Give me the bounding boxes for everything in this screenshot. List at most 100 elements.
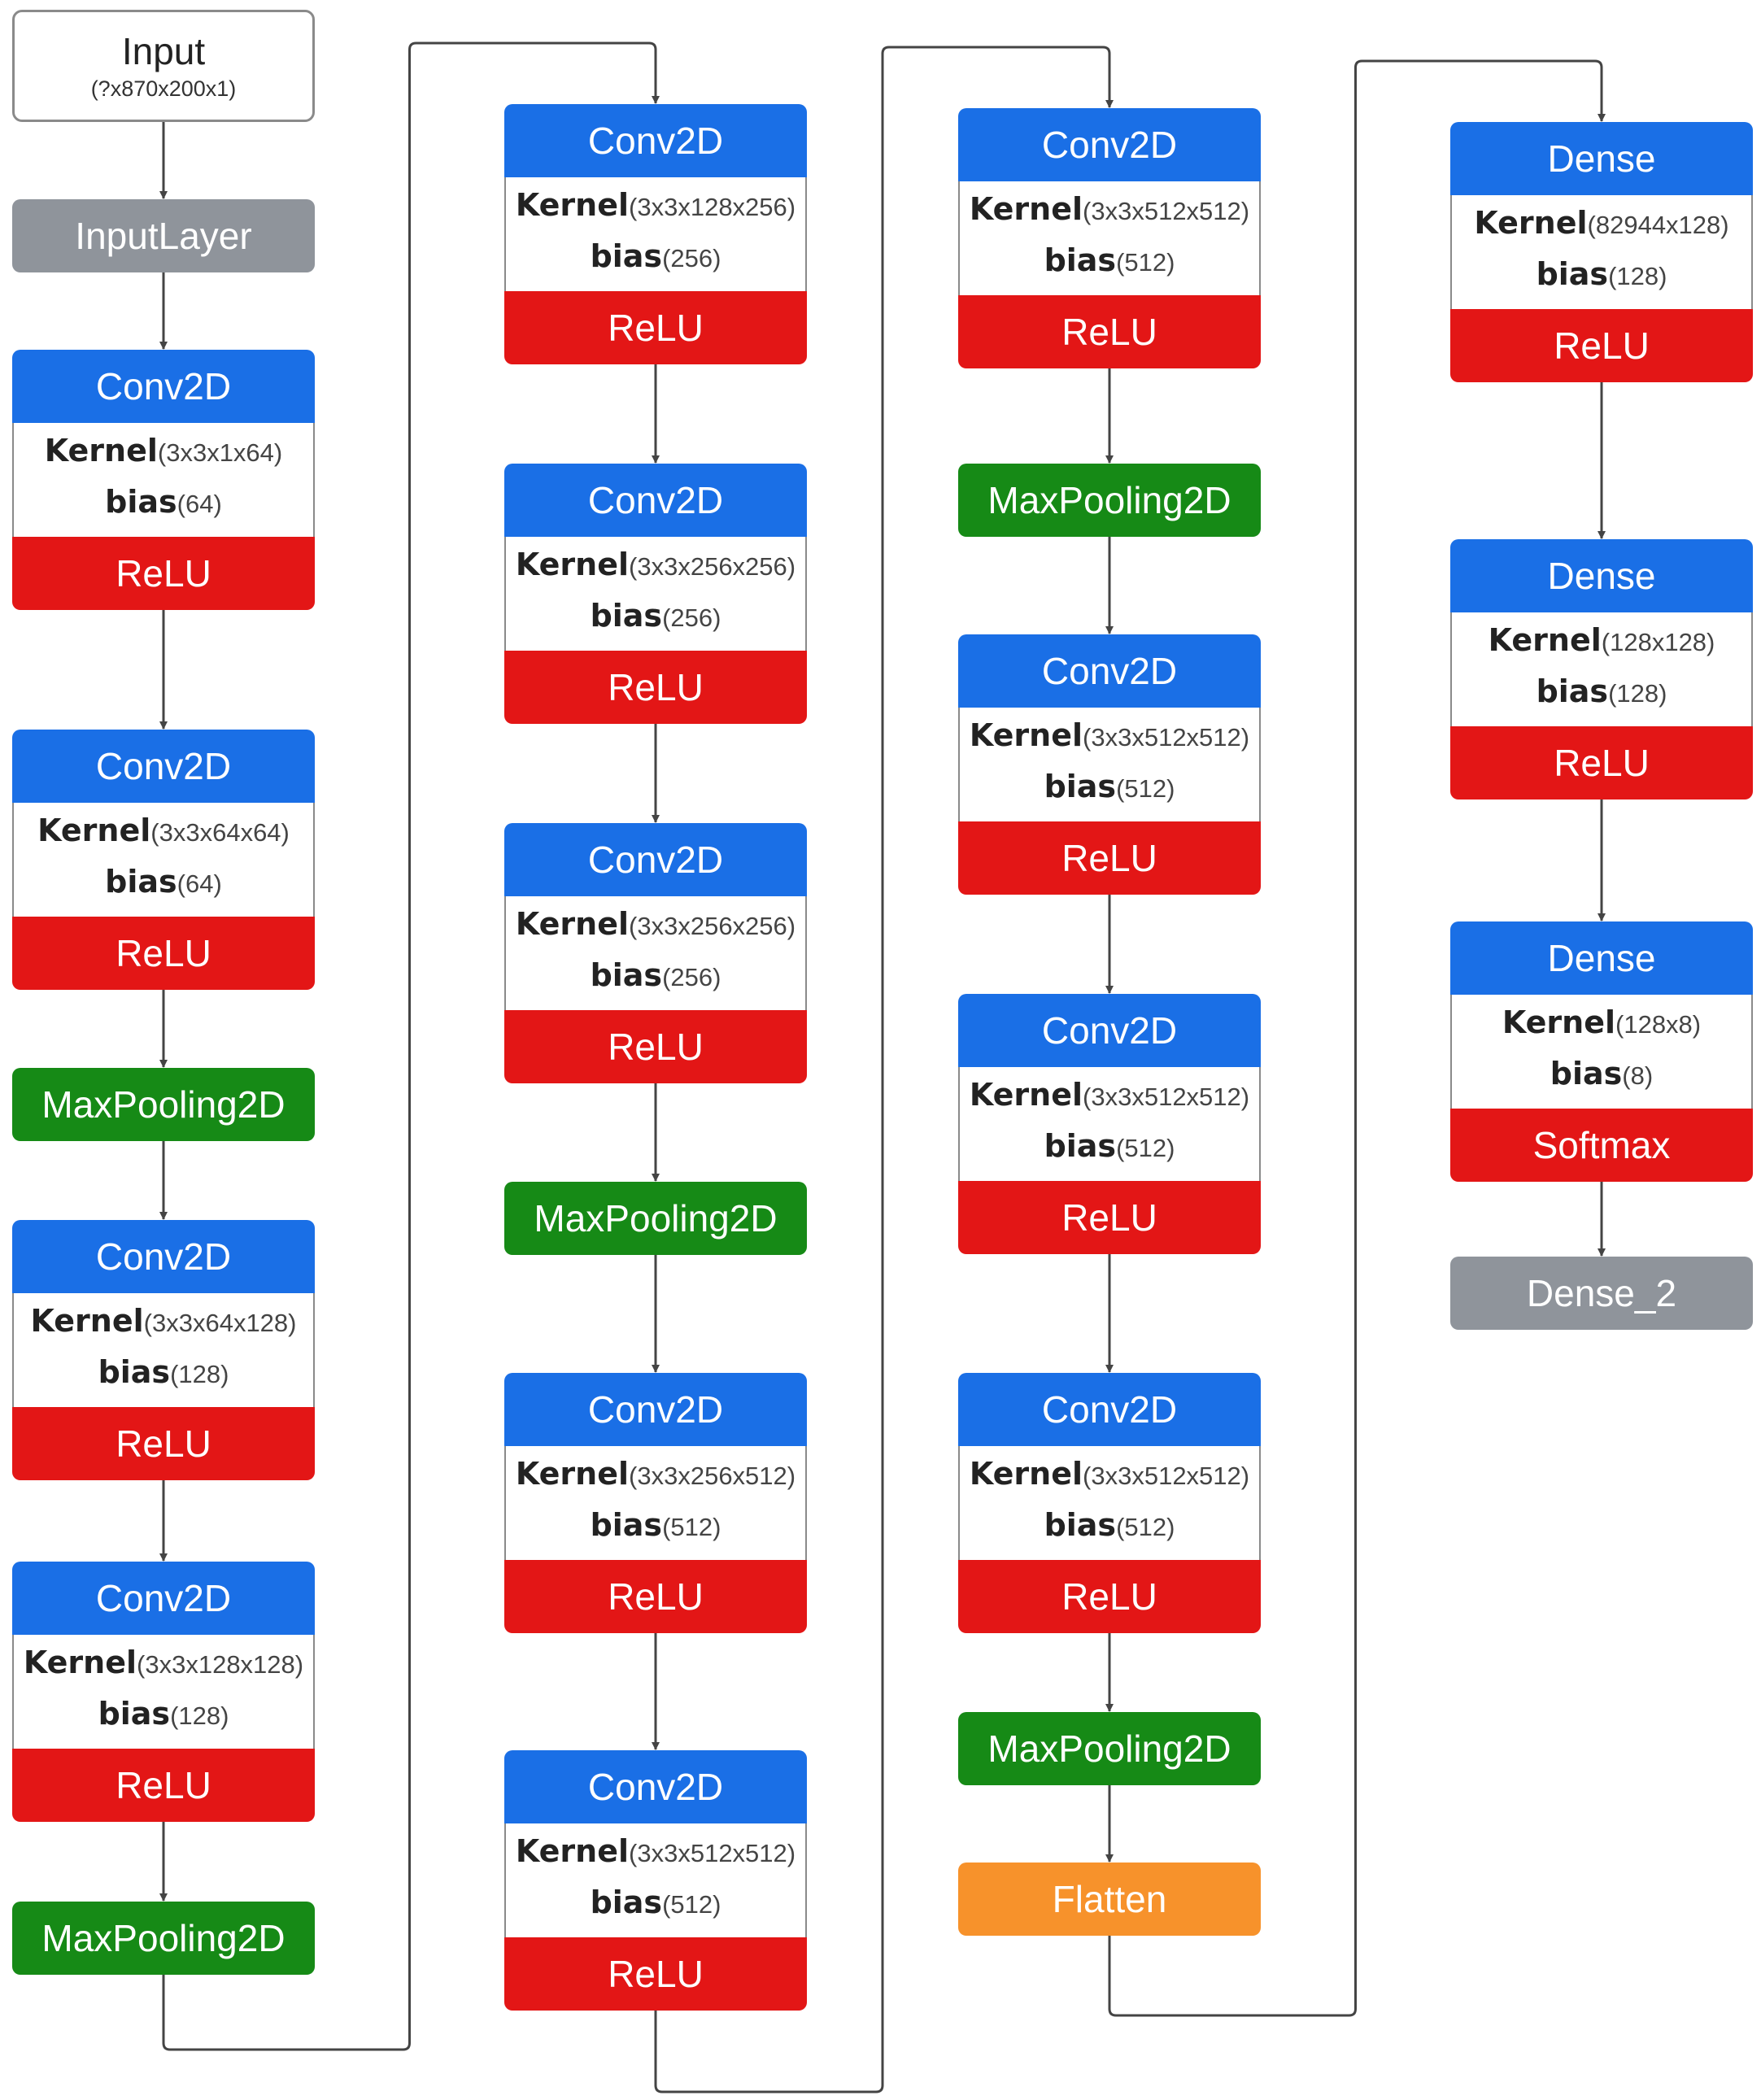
conv2d-header: Conv2D xyxy=(504,823,807,896)
relu-activation: ReLU xyxy=(504,1937,807,2011)
maxpooling2d-node: MaxPooling2D xyxy=(12,1068,315,1141)
bias-shape: (64) xyxy=(177,869,222,898)
bias-shape: (128) xyxy=(1608,679,1667,708)
bias-label: bias xyxy=(98,1696,171,1732)
conv2d-header: Conv2D xyxy=(958,1373,1261,1446)
conv2d-layer-block: Conv2D Kernel(3x3x64x128) bias(128) ReLU xyxy=(12,1220,315,1480)
kernel-row: Kernel(3x3x64x128) xyxy=(31,1299,297,1350)
conv2d-header: Conv2D xyxy=(958,634,1261,708)
bias-row: bias(128) xyxy=(98,1350,229,1401)
bias-shape: (512) xyxy=(662,1890,721,1919)
kernel-label: Kernel xyxy=(23,1645,137,1680)
layer-params: Kernel(82944x128) bias(128) xyxy=(1450,195,1753,309)
bias-shape: (8) xyxy=(1622,1061,1654,1090)
conv2d-header: Conv2D xyxy=(12,1220,315,1293)
kernel-row: Kernel(3x3x1x64) xyxy=(45,429,283,480)
bias-label: bias xyxy=(590,1884,663,1920)
conv2d-layer-block: Conv2D Kernel(3x3x512x512) bias(512) ReLU xyxy=(504,1750,807,2011)
bias-shape: (64) xyxy=(177,490,222,518)
kernel-row: Kernel(3x3x128x128) xyxy=(24,1640,303,1692)
relu-activation: ReLU xyxy=(504,1560,807,1633)
bias-label: bias xyxy=(1044,242,1117,278)
bias-label: bias xyxy=(1536,256,1609,292)
bias-label: bias xyxy=(590,1507,663,1543)
relu-activation: ReLU xyxy=(958,295,1261,368)
softmax-activation: Softmax xyxy=(1450,1109,1753,1182)
input-title: Input xyxy=(121,30,206,72)
bias-shape: (512) xyxy=(1116,1513,1175,1541)
kernel-row: Kernel(82944x128) xyxy=(1474,201,1728,252)
layer-params: Kernel(3x3x128x256) bias(256) xyxy=(504,177,807,291)
relu-activation: ReLU xyxy=(504,1010,807,1083)
bias-label: bias xyxy=(590,238,663,274)
kernel-shape: (3x3x1x64) xyxy=(157,438,283,467)
bias-label: bias xyxy=(105,864,177,900)
kernel-row: Kernel(128x128) xyxy=(1489,618,1715,669)
kernel-row: Kernel(3x3x512x512) xyxy=(970,713,1249,765)
bias-row: bias(64) xyxy=(105,480,222,531)
conv2d-header: Conv2D xyxy=(504,1373,807,1446)
kernel-row: Kernel(3x3x256x512) xyxy=(516,1452,796,1503)
kernel-label: Kernel xyxy=(515,187,630,223)
relu-activation: ReLU xyxy=(12,537,315,610)
column-link-arrow xyxy=(1108,59,1606,2017)
maxpooling2d-node: MaxPooling2D xyxy=(958,464,1261,537)
maxpooling2d-node: MaxPooling2D xyxy=(504,1182,807,1255)
kernel-row: Kernel(3x3x64x64) xyxy=(37,808,290,860)
kernel-shape: (82944x128) xyxy=(1587,211,1729,239)
bias-shape: (512) xyxy=(662,1513,721,1541)
kernel-label: Kernel xyxy=(969,191,1083,227)
conv2d-layer-block: Conv2D Kernel(3x3x256x256) bias(256) ReLU xyxy=(504,464,807,724)
conv2d-header: Conv2D xyxy=(504,104,807,177)
kernel-shape: (3x3x256x512) xyxy=(629,1462,796,1490)
kernel-label: Kernel xyxy=(1502,1004,1616,1040)
kernel-row: Kernel(3x3x512x512) xyxy=(516,1829,796,1880)
conv2d-layer-block: Conv2D Kernel(3x3x128x256) bias(256) ReLU xyxy=(504,104,807,364)
bias-row: bias(128) xyxy=(1537,669,1667,721)
dense-2-node: Dense_2 xyxy=(1450,1257,1753,1330)
bias-shape: (128) xyxy=(170,1701,229,1730)
layer-params: Kernel(3x3x512x512) bias(512) xyxy=(958,708,1261,821)
bias-label: bias xyxy=(105,484,177,520)
bias-label: bias xyxy=(590,598,663,634)
kernel-label: Kernel xyxy=(1488,622,1602,658)
input-shape: (?x870x200x1) xyxy=(90,76,237,101)
relu-activation: ReLU xyxy=(958,1560,1261,1633)
dense-layer-block: Dense Kernel(82944x128) bias(128) ReLU xyxy=(1450,122,1753,382)
column-link-arrow xyxy=(654,46,1114,2093)
maxpooling2d-node: MaxPooling2D xyxy=(12,1902,315,1975)
conv2d-header: Conv2D xyxy=(504,1750,807,1823)
conv2d-header: Conv2D xyxy=(958,108,1261,181)
layer-params: Kernel(3x3x128x128) bias(128) xyxy=(12,1635,315,1749)
input-node: Input (?x870x200x1) xyxy=(12,10,315,122)
kernel-label: Kernel xyxy=(30,1303,144,1339)
kernel-label: Kernel xyxy=(44,433,158,468)
relu-activation: ReLU xyxy=(12,917,315,990)
dense-header: Dense xyxy=(1450,921,1753,995)
conv2d-header: Conv2D xyxy=(12,350,315,423)
relu-activation: ReLU xyxy=(12,1407,315,1480)
bias-shape: (512) xyxy=(1116,774,1175,803)
relu-activation: ReLU xyxy=(958,1181,1261,1254)
kernel-label: Kernel xyxy=(515,1833,630,1869)
relu-activation: ReLU xyxy=(958,821,1261,895)
conv2d-layer-block: Conv2D Kernel(3x3x512x512) bias(512) ReLU xyxy=(958,994,1261,1254)
kernel-label: Kernel xyxy=(969,1456,1083,1492)
kernel-row: Kernel(3x3x512x512) xyxy=(970,187,1249,238)
bias-shape: (256) xyxy=(662,963,721,991)
layer-params: Kernel(3x3x512x512) bias(512) xyxy=(958,1067,1261,1181)
kernel-shape: (3x3x256x256) xyxy=(629,552,796,581)
layer-params: Kernel(128x8) bias(8) xyxy=(1450,995,1753,1109)
kernel-row: Kernel(128x8) xyxy=(1502,1000,1701,1052)
bias-shape: (256) xyxy=(662,244,721,272)
bias-label: bias xyxy=(1044,1507,1117,1543)
relu-activation: ReLU xyxy=(1450,309,1753,382)
kernel-shape: (3x3x256x256) xyxy=(629,912,796,940)
bias-shape: (128) xyxy=(170,1360,229,1388)
conv2d-layer-block: Conv2D Kernel(3x3x1x64) bias(64) ReLU xyxy=(12,350,315,610)
conv2d-layer-block: Conv2D Kernel(3x3x256x256) bias(256) ReLU xyxy=(504,823,807,1083)
bias-row: bias(128) xyxy=(98,1692,229,1743)
conv2d-header: Conv2D xyxy=(12,1562,315,1635)
kernel-shape: (128x8) xyxy=(1615,1010,1702,1039)
